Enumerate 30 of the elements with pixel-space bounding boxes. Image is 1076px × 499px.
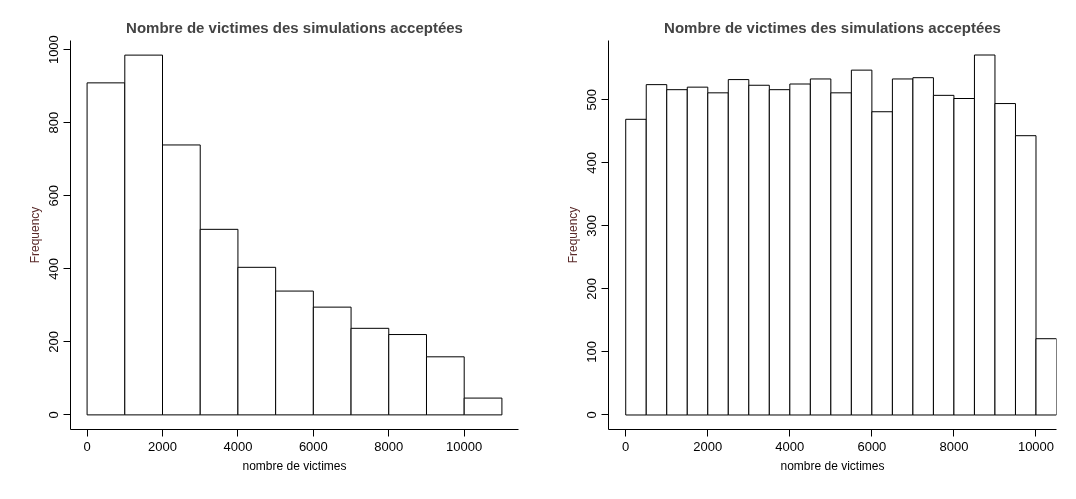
- x-axis-title: nombre de victimes: [780, 458, 885, 473]
- x-tick-label: 8000: [939, 438, 969, 454]
- y-tick-label: 800: [46, 111, 62, 134]
- y-tick-label: 0: [46, 411, 62, 419]
- x-tick-label: 2000: [148, 438, 177, 454]
- x-tick-label: 0: [83, 438, 91, 454]
- y-axis-title: Frequency: [565, 206, 580, 264]
- x-tick-label: 6000: [857, 438, 887, 454]
- x-tick-label: 4000: [223, 438, 253, 454]
- y-tick-label: 500: [584, 88, 600, 111]
- x-tick-label: 10000: [1017, 438, 1055, 454]
- x-tick-label: 10000: [446, 438, 483, 454]
- y-tick-label: 200: [46, 330, 62, 353]
- y-tick-label: 1000: [46, 35, 62, 65]
- x-tick-label: 2000: [693, 438, 723, 454]
- y-tick-label: 300: [584, 215, 600, 237]
- y-axis-title: Frequency: [27, 206, 42, 264]
- y-tick-label: 600: [46, 184, 62, 207]
- x-tick-label: 4000: [775, 438, 805, 454]
- chart-title: Nombre de victimes des simulations acceptées: [664, 18, 1001, 36]
- y-tick-label: 400: [46, 257, 62, 280]
- x-axis-title: nombre de victimes: [242, 458, 347, 473]
- y-tick-label: 0: [584, 411, 600, 419]
- x-tick-label: 6000: [298, 438, 328, 454]
- y-tick-label: 100: [584, 341, 600, 363]
- y-tick-label: 200: [584, 278, 600, 300]
- x-tick-label: 8000: [374, 438, 404, 454]
- x-tick-label: 0: [622, 438, 630, 454]
- chart-title: Nombre de victimes des simulations acceptées: [126, 18, 463, 36]
- y-tick-label: 400: [584, 151, 600, 174]
